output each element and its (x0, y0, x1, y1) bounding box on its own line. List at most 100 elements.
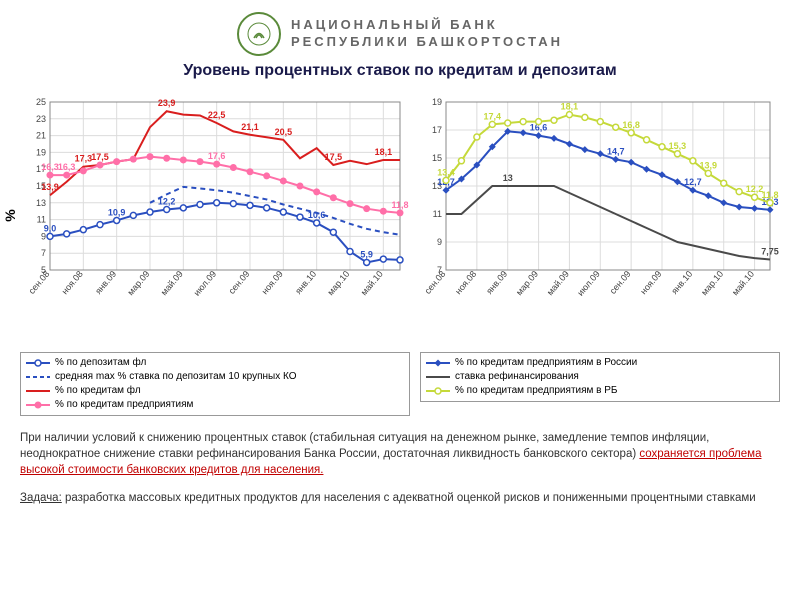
svg-text:май.10: май.10 (730, 269, 756, 297)
chart-left: % 5791113151719212325сен.08ноя.08янв.09м… (20, 90, 410, 350)
svg-text:сен.09: сен.09 (608, 269, 633, 296)
svg-text:17,4: 17,4 (484, 111, 502, 121)
legend-swatch (26, 358, 50, 368)
y-axis-label: % (2, 209, 18, 221)
svg-text:20,5: 20,5 (275, 127, 293, 137)
legend-item: средняя max % ставка по депозитам 10 кру… (26, 370, 404, 384)
chart-right: 791113151719сен.08ноя.08янв.09мар.09май.… (420, 90, 780, 350)
legend-label: % по кредитам предприятиям (55, 398, 193, 412)
svg-text:9: 9 (437, 237, 442, 247)
svg-text:15,3: 15,3 (669, 141, 687, 151)
chart-right-wrap: 791113151719сен.08ноя.08янв.09мар.09май.… (420, 90, 780, 416)
svg-text:14,7: 14,7 (607, 146, 625, 156)
svg-text:июл.09: июл.09 (192, 269, 219, 298)
svg-text:9,0: 9,0 (44, 223, 57, 233)
legend-swatch (26, 386, 50, 396)
svg-text:мар.09: мар.09 (125, 269, 151, 297)
svg-text:ноя.08: ноя.08 (60, 269, 85, 296)
legend-item: % по кредитам предприятиям в России (426, 356, 774, 370)
legend-label: % по кредитам предприятиям в РБ (455, 384, 618, 398)
body-text: При наличии условий к снижению процентны… (20, 430, 780, 506)
task-label: Задача: (20, 492, 62, 504)
svg-text:10,9: 10,9 (108, 207, 126, 217)
legend-left: % по депозитам флсредняя max % ставка по… (20, 352, 410, 416)
legend-item: % по кредитам фл (26, 384, 404, 398)
svg-text:сен.08: сен.08 (27, 269, 52, 296)
legend-label: % по кредитам фл (55, 384, 141, 398)
svg-text:21: 21 (36, 131, 46, 141)
svg-text:11,8: 11,8 (391, 200, 408, 210)
svg-text:мар.09: мар.09 (514, 269, 540, 297)
svg-text:19: 19 (36, 147, 46, 157)
paragraph-task: Задача: разработка массовых кредитных пр… (20, 490, 780, 506)
bank-name: НАЦИОНАЛЬНЫЙ БАНК РЕСПУБЛИКИ БАШКОРТОСТА… (291, 17, 563, 51)
bank-name-line1: НАЦИОНАЛЬНЫЙ БАНК (291, 17, 563, 34)
paragraph-conditions: При наличии условий к снижению процентны… (20, 430, 780, 478)
svg-text:5,9: 5,9 (360, 249, 373, 259)
legend-swatch (26, 372, 50, 382)
svg-text:17,6: 17,6 (208, 151, 226, 161)
legend-label: % по кредитам предприятиям в России (455, 356, 637, 370)
svg-text:13,9: 13,9 (41, 182, 59, 192)
charts-row: % 5791113151719212325сен.08ноя.08янв.09м… (20, 90, 780, 416)
svg-text:16,3: 16,3 (58, 162, 76, 172)
svg-text:сен.09: сен.09 (227, 269, 252, 296)
svg-text:мар.10: мар.10 (325, 269, 351, 297)
svg-text:12,7: 12,7 (684, 177, 702, 187)
svg-text:17,5: 17,5 (325, 152, 343, 162)
svg-text:май.09: май.09 (545, 269, 571, 297)
task-text: разработка массовых кредитных продуктов … (62, 492, 756, 504)
svg-text:25: 25 (36, 97, 46, 107)
svg-text:18,1: 18,1 (561, 102, 579, 112)
svg-text:11,8: 11,8 (761, 190, 778, 200)
chart-left-wrap: % 5791113151719212325сен.08ноя.08янв.09м… (20, 90, 410, 416)
page-title: Уровень процентных ставок по кредитам и … (20, 62, 780, 80)
svg-text:7,75: 7,75 (761, 247, 779, 257)
svg-text:13: 13 (36, 198, 46, 208)
bank-name-line2: РЕСПУБЛИКИ БАШКОРТОСТАН (291, 34, 563, 51)
svg-text:16,8: 16,8 (622, 120, 640, 130)
legend-item: ставка рефинансирования (426, 370, 774, 384)
svg-text:мар.10: мар.10 (699, 269, 725, 297)
svg-text:16,3: 16,3 (41, 162, 59, 172)
svg-text:ноя.09: ноя.09 (260, 269, 285, 296)
svg-text:7: 7 (41, 248, 46, 258)
legend-label: средняя max % ставка по депозитам 10 кру… (55, 370, 296, 384)
svg-text:ноя.08: ноя.08 (453, 269, 478, 296)
svg-text:13,9: 13,9 (700, 160, 718, 170)
svg-text:июл.09: июл.09 (575, 269, 602, 298)
svg-text:17: 17 (432, 125, 442, 135)
svg-text:май.10: май.10 (359, 269, 385, 297)
svg-text:янв.10: янв.10 (669, 269, 694, 296)
svg-text:21,1: 21,1 (241, 122, 259, 132)
svg-text:13,4: 13,4 (437, 167, 455, 177)
bank-logo (237, 12, 281, 56)
svg-text:17,3: 17,3 (75, 154, 93, 164)
svg-text:17,5: 17,5 (91, 152, 109, 162)
svg-text:янв.09: янв.09 (93, 269, 118, 296)
svg-text:11: 11 (433, 209, 442, 219)
svg-text:18,1: 18,1 (375, 147, 393, 157)
svg-text:янв.10: янв.10 (293, 269, 318, 296)
para1-part-a: При наличии условий к снижению процентны… (20, 432, 709, 460)
svg-text:13: 13 (503, 173, 513, 183)
legend-swatch (26, 400, 50, 410)
legend-item: % по кредитам предприятиям в РБ (426, 384, 774, 398)
svg-text:15: 15 (432, 153, 442, 163)
legend-swatch (426, 372, 450, 382)
svg-text:ноя.09: ноя.09 (638, 269, 663, 296)
svg-text:22,5: 22,5 (208, 110, 226, 120)
legend-swatch (426, 386, 450, 396)
svg-text:19: 19 (432, 97, 442, 107)
svg-text:май.09: май.09 (159, 269, 185, 297)
svg-text:янв.09: янв.09 (484, 269, 509, 296)
legend-label: % по депозитам фл (55, 356, 146, 370)
svg-text:сен.08: сен.08 (423, 269, 448, 296)
svg-text:23: 23 (36, 114, 46, 124)
header: НАЦИОНАЛЬНЫЙ БАНК РЕСПУБЛИКИ БАШКОРТОСТА… (20, 12, 780, 56)
legend-item: % по кредитам предприятиям (26, 398, 404, 412)
legend-item: % по депозитам фл (26, 356, 404, 370)
svg-text:23,9: 23,9 (158, 98, 176, 108)
legend-right: % по кредитам предприятиям в Россииставк… (420, 352, 780, 402)
legend-label: ставка рефинансирования (455, 370, 579, 384)
